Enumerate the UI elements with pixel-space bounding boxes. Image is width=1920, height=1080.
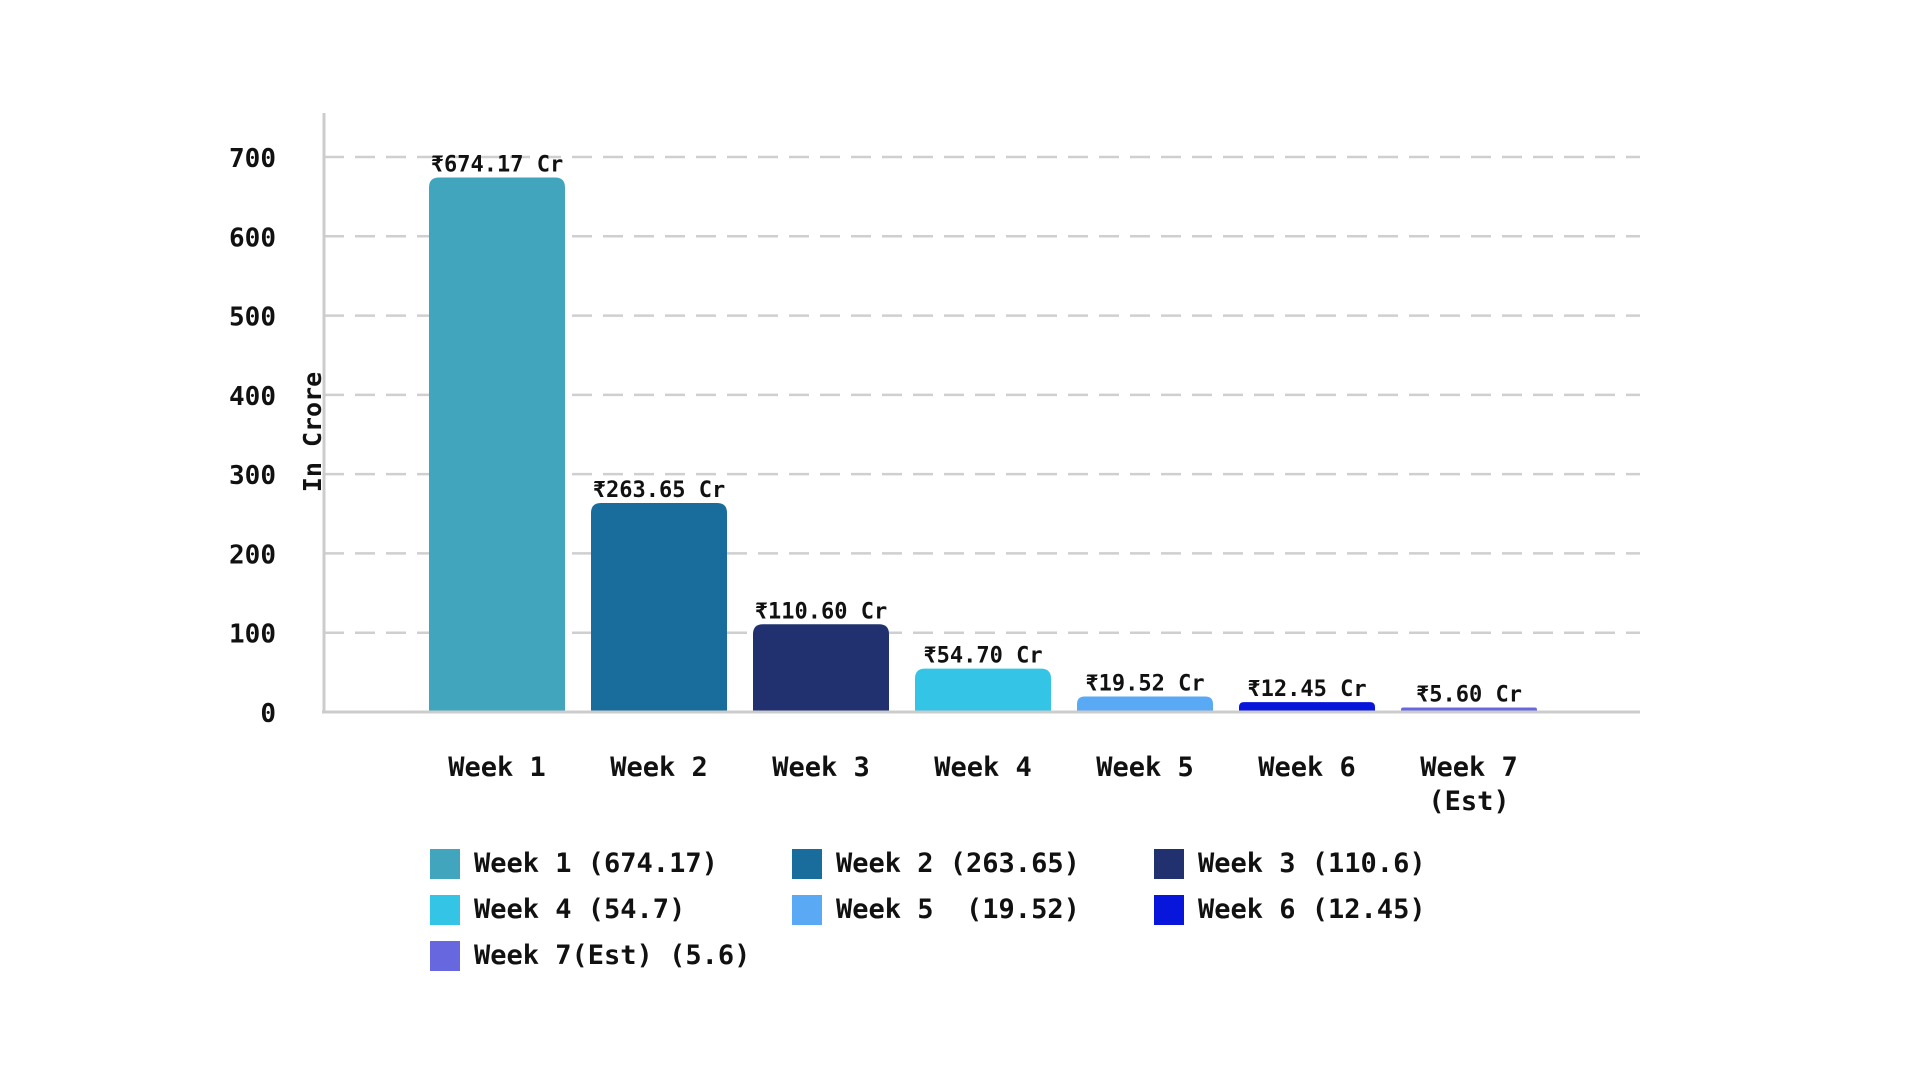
legend-swatch: [792, 848, 822, 879]
data-label: ₹263.65 Cr: [593, 478, 725, 503]
legend-swatch: [430, 940, 460, 971]
legend-item: Week 5 (19.52): [792, 894, 1154, 925]
x-tick-label: Week 7: [1420, 752, 1518, 783]
legend-swatch: [792, 894, 822, 925]
legend-item: Week 1 (674.17): [430, 848, 792, 879]
x-tick-label: Week 4: [934, 752, 1032, 783]
y-tick-label: 600: [229, 223, 276, 253]
bar: [1077, 696, 1213, 712]
axes: [322, 113, 1640, 714]
legend-label: Week 5 (19.52): [836, 894, 1080, 925]
legend-label: Week 7(Est) (5.6): [474, 940, 751, 971]
y-tick-label: 100: [229, 620, 276, 650]
data-label: ₹54.70 Cr: [923, 644, 1042, 669]
y-tick-label: 400: [229, 382, 276, 412]
data-label: ₹110.60 Cr: [755, 599, 887, 624]
data-label: ₹19.52 Cr: [1085, 672, 1204, 697]
value-labels: ₹674.17 Cr ₹263.65 Cr ₹110.60 Cr ₹54.70 Cr ₹…: [431, 152, 1522, 707]
legend-item: Week 2 (263.65): [792, 848, 1154, 879]
x-tick-label: Week 3: [772, 752, 870, 783]
y-tick-label: 700: [229, 144, 276, 174]
x-tick-label: Week 5: [1096, 752, 1194, 783]
y-tick-label: 300: [229, 461, 276, 491]
y-tick-label: 200: [229, 540, 276, 570]
bar: [1239, 702, 1375, 712]
x-tick-label: (Est): [1428, 786, 1509, 817]
legend-item: Week 7(Est) (5.6): [430, 940, 792, 971]
legend-swatch: [430, 894, 460, 925]
bar: [753, 624, 889, 712]
legend-item: Week 6 (12.45): [1154, 894, 1516, 925]
legend-swatch: [1154, 894, 1184, 925]
y-tick-labels: 0 100 200 300 400 500 600 700: [229, 144, 276, 729]
legend-label: Week 1 (674.17): [474, 848, 718, 879]
bars: [429, 177, 1537, 713]
x-tick-label: Week 2: [610, 752, 708, 783]
x-tick-label: Week 6: [1258, 752, 1356, 783]
data-label: ₹12.45 Cr: [1247, 677, 1366, 702]
data-label: ₹5.60 Cr: [1416, 683, 1522, 708]
legend-item: Week 3 (110.6): [1154, 848, 1516, 879]
bar: [429, 177, 565, 713]
data-label: ₹674.17 Cr: [431, 152, 563, 177]
y-axis-label: In Crore: [298, 372, 327, 492]
x-tick-label: Week 1: [448, 752, 546, 783]
y-tick-label: 0: [260, 699, 276, 729]
legend-label: Week 6 (12.45): [1198, 894, 1426, 925]
x-tick-labels: Week 1 Week 2 Week 3 Week 4 Week 5 Week 6 Week…: [448, 752, 1518, 817]
legend-label: Week 2 (263.65): [836, 848, 1080, 879]
legend-item: Week 4 (54.7): [430, 894, 792, 925]
bar: [915, 668, 1051, 712]
legend-swatch: [430, 848, 460, 879]
bar: [591, 502, 727, 712]
legend: Week 1 (674.17) Week 2 (263.65) Week 3 (11…: [430, 848, 1530, 971]
y-tick-label: 500: [229, 303, 276, 333]
legend-label: Week 4 (54.7): [474, 894, 686, 925]
legend-label: Week 3 (110.6): [1198, 848, 1426, 879]
legend-swatch: [1154, 848, 1184, 879]
